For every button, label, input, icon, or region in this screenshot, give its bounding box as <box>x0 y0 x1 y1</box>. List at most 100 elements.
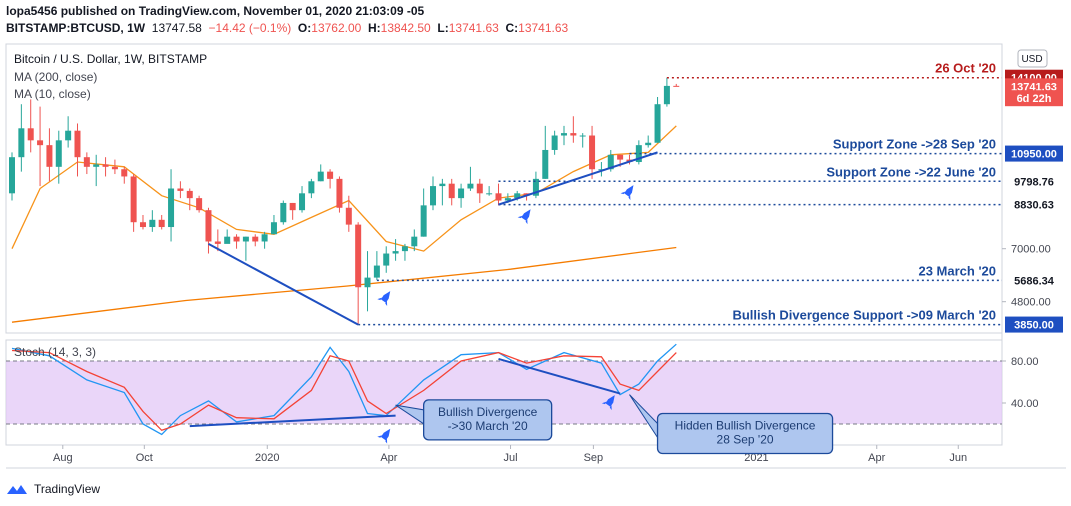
candle-body <box>392 251 399 254</box>
rocket-body <box>605 395 615 407</box>
tradingview-brand: TradingView <box>34 482 101 496</box>
callout-box <box>423 399 553 441</box>
candle-body <box>224 236 231 244</box>
candle <box>486 186 493 196</box>
candle-body <box>514 193 521 199</box>
candle <box>458 183 465 208</box>
legend-ma10: MA (10, close) <box>14 87 91 101</box>
candle-body <box>551 135 558 150</box>
candle-body <box>308 181 315 194</box>
candle-body <box>617 154 624 160</box>
level-label: 23 March '20 <box>918 263 996 278</box>
rocket-icon <box>517 209 531 225</box>
candle-body <box>289 202 296 211</box>
candle-body <box>458 188 465 199</box>
candle-body <box>280 202 287 223</box>
candle-body <box>252 236 259 242</box>
candle <box>233 234 240 249</box>
candle-body <box>476 183 483 194</box>
candle-body <box>327 171 334 179</box>
candle-body <box>645 142 652 146</box>
candle <box>467 166 474 191</box>
candle <box>430 176 437 211</box>
candle <box>65 116 72 148</box>
candle <box>373 251 380 281</box>
candle <box>214 229 221 252</box>
ohlc-line: BITSTAMP:BTCUSD, 1W 13747.58 −14.42 (−0.… <box>6 21 569 35</box>
candle <box>532 171 539 199</box>
rocket-body <box>624 185 634 197</box>
candle <box>242 236 249 261</box>
candle <box>439 178 446 206</box>
currency-label: USD <box>1021 54 1042 65</box>
candle-body <box>55 140 62 167</box>
rocket-fin <box>620 191 631 201</box>
price-tag-label: 10950.00 <box>1011 149 1057 161</box>
price-tag-label: 6d 22h <box>1017 93 1052 105</box>
candle <box>168 169 175 242</box>
price-tag <box>1005 173 1063 190</box>
candle <box>139 214 146 230</box>
candle <box>224 229 231 244</box>
candle-body <box>317 171 324 182</box>
candle <box>55 130 62 184</box>
candle <box>654 96 661 143</box>
candle <box>579 133 586 148</box>
candle-body <box>532 178 539 196</box>
candle-body <box>401 246 408 252</box>
candle-body <box>46 145 53 167</box>
time-tick-label: Sep <box>584 452 604 464</box>
stoch-d-line <box>11 349 677 432</box>
candle-body <box>673 85 680 87</box>
candle-body <box>439 183 446 187</box>
time-tick-label: Apr <box>380 452 397 464</box>
candle <box>383 246 390 273</box>
rocket-body <box>521 209 531 221</box>
time-tick-label: Apr <box>868 452 885 464</box>
candle <box>299 186 306 213</box>
price-tag-label: 9798.76 <box>1014 176 1054 188</box>
candle <box>18 104 25 172</box>
level-label: Bullish Divergence Support ->09 March '2… <box>732 308 996 323</box>
candle-body <box>205 210 212 242</box>
candle-body <box>83 157 90 167</box>
candle <box>261 231 268 249</box>
level-label: Support Zone ->22 June '20 <box>826 164 996 179</box>
footer-brand[interactable]: TradingView <box>6 478 100 500</box>
candle <box>411 229 418 252</box>
callout-text: ->30 March '20 <box>448 419 528 433</box>
rocket-icon <box>377 428 391 444</box>
candle-body <box>65 130 72 141</box>
time-tick-label: Jul <box>503 452 517 464</box>
close-value: 13741.63 <box>518 21 569 35</box>
candle-body <box>420 205 427 237</box>
candle <box>149 210 156 232</box>
time-tick-label: 2020 <box>255 452 279 464</box>
candle-body <box>149 219 156 228</box>
candle-body <box>9 157 15 194</box>
price-tag-label: 5686.34 <box>1014 275 1055 287</box>
price-tick-label: 4800.00 <box>1011 297 1051 309</box>
open-value: 13762.00 <box>311 21 362 35</box>
candle <box>130 174 137 232</box>
candle <box>177 181 184 199</box>
price-tag <box>1005 90 1063 107</box>
stoch-trendline <box>189 414 396 428</box>
candle-body <box>663 85 670 105</box>
last-price: 13747.58 <box>151 21 202 35</box>
callout-text: 28 Sep '20 <box>717 433 774 447</box>
candle-body <box>355 224 362 288</box>
stoch-k-line <box>11 343 677 436</box>
candle-body <box>560 133 567 136</box>
candle-body <box>177 188 184 191</box>
candle <box>364 251 371 312</box>
candle <box>401 243 408 261</box>
candle <box>186 188 193 211</box>
candle-body <box>27 128 34 141</box>
candle <box>196 195 203 213</box>
callout-box <box>656 412 834 455</box>
candle-body <box>495 193 502 201</box>
legend-title: Bitcoin / U.S. Dollar, 1W, BITSTAMP <box>14 52 208 66</box>
candle <box>542 125 549 179</box>
